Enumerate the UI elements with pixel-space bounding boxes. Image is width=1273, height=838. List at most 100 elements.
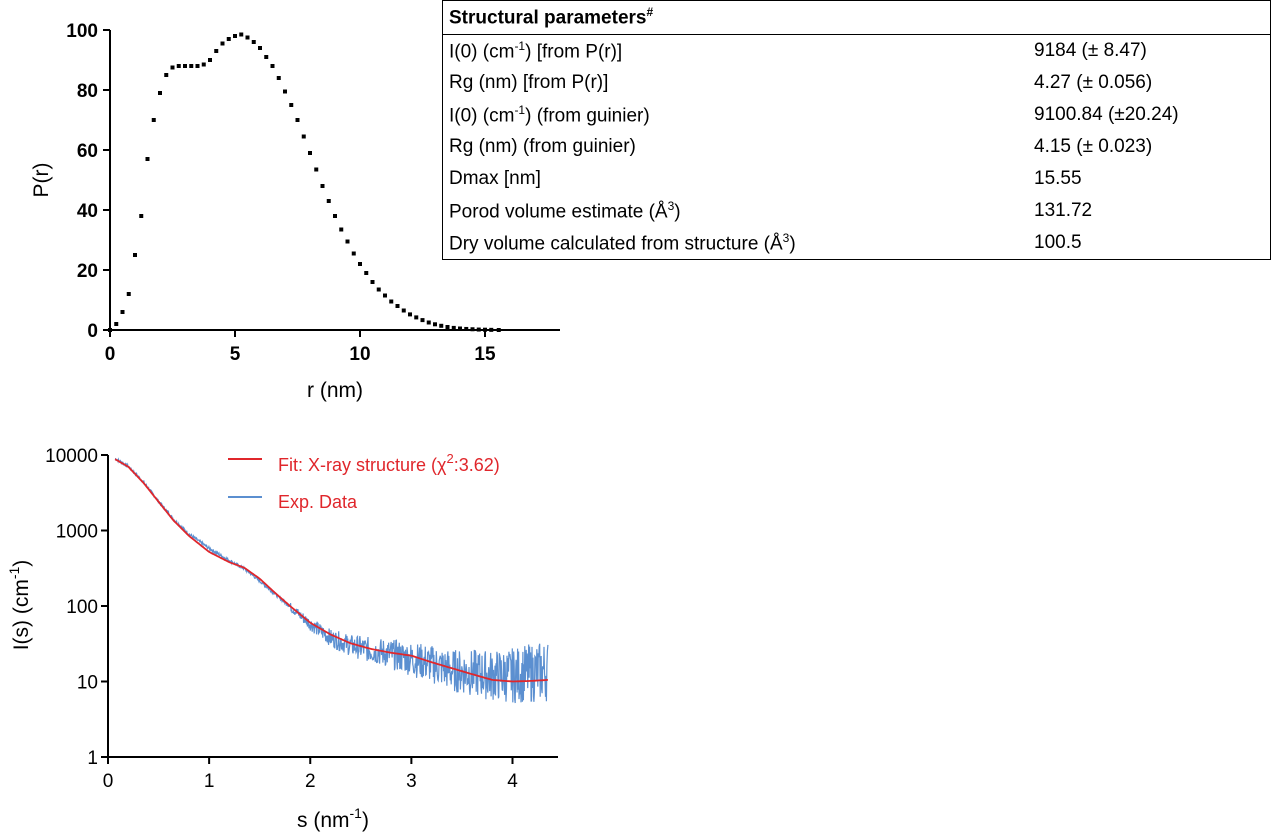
pr-data-point	[439, 323, 444, 328]
table-row: I(0) (cm-1) (from guinier) 9100.84 (±20.2…	[443, 99, 1271, 131]
pr-data-point	[339, 227, 344, 232]
pr-y-axis-label: P(r)	[30, 163, 53, 198]
pr-data-point	[264, 55, 269, 59]
pr-data-point	[158, 91, 162, 95]
pr-data-point	[389, 299, 394, 304]
pr-data-point	[295, 118, 300, 122]
pr-data-point	[483, 327, 487, 332]
y-tick-label: 100	[66, 21, 98, 42]
pr-data-point	[414, 315, 419, 320]
pr-points	[108, 32, 501, 332]
pr-data-point	[401, 308, 406, 313]
x-tick-label: 0	[103, 771, 114, 792]
y-tick-label: 40	[77, 201, 98, 222]
pr-data-point	[139, 214, 144, 218]
y-tick-label: 1	[87, 748, 98, 769]
pr-data-point	[489, 327, 494, 332]
y-tick-label: 20	[77, 261, 98, 282]
pr-data-point	[164, 73, 169, 77]
pr-data-point	[376, 287, 381, 292]
pr-data-point	[114, 322, 119, 326]
y-tick-label: 10	[77, 673, 98, 694]
pr-data-point	[395, 304, 400, 308]
param-value: 100.5	[1034, 232, 1082, 253]
pr-data-point	[408, 312, 412, 317]
x-tick-label: 0	[105, 344, 116, 365]
param-label: I(0) (cm-1) (from guinier)	[449, 102, 650, 127]
pr-data-point	[320, 184, 325, 188]
pr-data-point	[420, 318, 425, 323]
table-header-row: Structural parameters#	[442, 0, 1271, 35]
pr-data-point	[301, 134, 306, 139]
pr-data-point	[214, 49, 219, 53]
pr-data-point	[189, 64, 194, 68]
x-tick-label: 4	[507, 771, 518, 792]
pr-data-point	[226, 37, 231, 41]
pr-data-point	[251, 40, 256, 44]
pr-data-point	[308, 151, 312, 155]
x-tick-label: 15	[474, 344, 496, 365]
param-label: Dry volume calculated from structure (Å3…	[449, 230, 796, 255]
param-label: Porod volume estimate (Å3)	[449, 198, 681, 223]
table-row: Dry volume calculated from structure (Å3…	[443, 227, 1271, 260]
table-row: Porod volume estimate (Å3) 131.72	[443, 195, 1271, 227]
x-tick-label: 3	[406, 771, 417, 792]
param-value: 9100.84 (±20.24)	[1034, 104, 1179, 125]
pr-data-point	[195, 64, 200, 68]
pr-data-point	[496, 328, 501, 332]
pr-data-point	[120, 310, 125, 314]
x-tick-label: 1	[204, 771, 215, 792]
x-tick-label: 5	[230, 344, 241, 365]
y-tick-label: 1000	[56, 522, 98, 543]
param-label: Dmax [nm]	[449, 168, 541, 189]
legend-fit-label: Fit: X-ray structure (χ2:3.62)	[278, 451, 500, 475]
pr-data-point	[126, 292, 131, 296]
pr-data-point	[351, 251, 356, 256]
table-row: Rg (nm) (from guinier) 4.15 (± 0.023)	[443, 131, 1271, 163]
pr-data-point	[333, 214, 337, 218]
pr-data-point	[426, 320, 431, 325]
pr-distribution-plot: 0 5 10 15 0 20 40 60 80 100 r (nm) P(r)	[30, 21, 560, 402]
param-value: 131.72	[1034, 200, 1093, 221]
x-tick-label: 10	[349, 344, 370, 365]
param-value: 15.55	[1034, 168, 1082, 189]
legend-exp-label: Exp. Data	[278, 492, 358, 512]
is-x-axis-label: s (nm-1)	[297, 805, 369, 832]
is-y-axis-label: I(s) (cm-1)	[6, 560, 33, 651]
pr-data-point	[233, 34, 237, 38]
pr-data-point	[370, 280, 375, 284]
y-tick-label: 0	[87, 321, 98, 342]
pr-data-point	[208, 58, 212, 62]
param-label: I(0) (cm-1) [from P(r)]	[449, 38, 623, 63]
pr-x-axis-label: r (nm)	[307, 379, 363, 402]
pr-data-point	[464, 326, 469, 331]
table-row: Rg (nm) [from P(r)] 4.27 (± 0.056)	[443, 67, 1271, 99]
pr-data-point	[314, 167, 319, 172]
pr-data-point	[383, 293, 387, 298]
y-tick-label: 80	[77, 81, 98, 102]
structural-parameters-table: Structural parameters# I(0) (cm-1) [from…	[442, 0, 1271, 260]
pr-data-point	[476, 327, 481, 332]
pr-data-point	[239, 32, 244, 37]
table-title: Structural parameters#	[442, 0, 1271, 35]
pr-data-point	[176, 64, 181, 68]
is-series	[114, 457, 549, 704]
x-tick-label: 2	[305, 771, 316, 792]
param-label: Rg (nm) (from guinier)	[449, 136, 636, 157]
legend: Fit: X-ray structure (χ2:3.62) Exp. Data	[228, 451, 500, 512]
pr-data-point	[170, 65, 175, 70]
pr-data-point	[258, 46, 262, 50]
pr-data-point	[133, 253, 137, 257]
pr-data-point	[433, 322, 437, 327]
pr-data-point	[145, 157, 150, 161]
table-row: Dmax [nm] 15.55	[443, 163, 1271, 195]
pr-data-point	[201, 62, 206, 67]
param-label: Rg (nm) [from P(r)]	[449, 72, 609, 93]
pr-data-point	[345, 239, 350, 244]
series-fit	[114, 458, 548, 683]
table-row: I(0) (cm-1) [from P(r)] 9184 (± 8.47)	[443, 35, 1271, 68]
pr-data-point	[276, 76, 281, 80]
pr-ticks: 0 5 10 15 0 20 40 60 80 100	[66, 21, 496, 365]
